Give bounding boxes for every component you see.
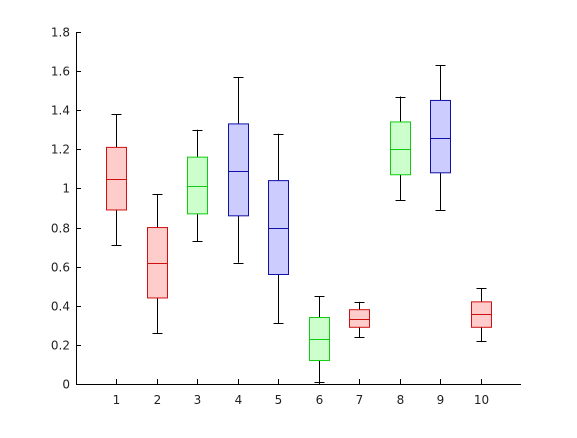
y-tick-label: 1.8 — [51, 26, 70, 40]
x-tick-label: 4 — [235, 393, 243, 407]
box-plot-7 — [349, 301, 370, 338]
box-iqr — [106, 146, 127, 211]
x-tick-label: 1 — [113, 393, 121, 407]
box-plot-10 — [471, 288, 492, 342]
axes — [76, 32, 521, 385]
x-tick-label: 9 — [437, 393, 445, 407]
x-tick-label: 5 — [275, 393, 283, 407]
x-tick-label: 6 — [316, 393, 324, 407]
y-tick-label: 0.2 — [51, 339, 70, 353]
y-tick-label: 1 — [62, 182, 70, 196]
box-plot-4 — [228, 76, 249, 264]
y-tick-label: 0.6 — [51, 261, 70, 275]
x-tick-label: 8 — [397, 393, 405, 407]
y-tick-label: 0.8 — [51, 222, 70, 236]
x-tick-label: 2 — [154, 393, 162, 407]
box-iqr — [147, 227, 168, 299]
box-iqr — [430, 99, 451, 174]
box-plot-2 — [147, 194, 168, 334]
box-series — [106, 65, 492, 383]
box-iqr — [268, 180, 289, 275]
y-tick-label: 0 — [62, 378, 70, 392]
box-plot-6 — [309, 296, 330, 383]
box-plot-8 — [390, 96, 411, 201]
x-tick-label: 3 — [194, 393, 202, 407]
y-tick-label: 0.4 — [51, 300, 70, 314]
box-plot-5 — [268, 133, 289, 324]
x-tick-label: 10 — [474, 393, 489, 407]
box-iqr — [349, 309, 370, 328]
y-tick-label: 1.6 — [51, 65, 70, 79]
box-plot-9 — [430, 65, 451, 211]
box-plot-1 — [106, 114, 127, 246]
y-tick-label: 1.4 — [51, 104, 70, 118]
tick-marks: 0 0.2 0.4 0.6 0.8 1 1.2 1.4 1.6 1.8 1 2 3 4 5 6 7 8 9 10 — [51, 26, 489, 408]
y-tick-label: 1.2 — [51, 143, 70, 157]
box-iqr — [390, 121, 411, 176]
box-iqr — [228, 123, 249, 217]
x-tick-label: 7 — [356, 393, 364, 407]
box-iqr — [187, 156, 208, 215]
box-plot-3 — [187, 129, 208, 242]
